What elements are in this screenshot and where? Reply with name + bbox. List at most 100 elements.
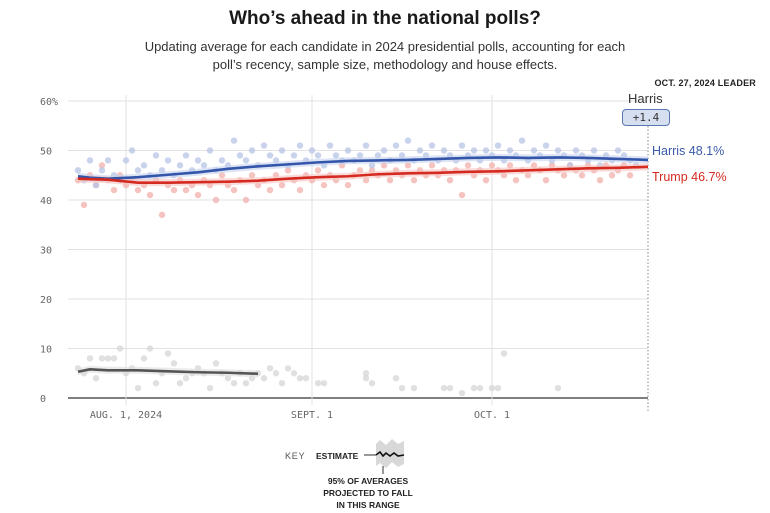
key-range-note: 95% OF AVERAGES PROJECTED TO FALL IN THI… bbox=[323, 476, 413, 510]
poll-dot-other bbox=[488, 384, 496, 392]
poll-dot-harris bbox=[218, 157, 226, 164]
poll-dot-harris bbox=[296, 142, 304, 149]
y-tick-label: 30 bbox=[40, 246, 52, 257]
poll-dot-other bbox=[302, 375, 310, 382]
poll-dot-other bbox=[140, 355, 148, 362]
poll-dot-other bbox=[494, 384, 502, 392]
y-tick-label: 50 bbox=[40, 147, 52, 158]
poll-dot-harris bbox=[260, 142, 268, 149]
poll-dot-trump bbox=[80, 201, 88, 209]
poll-dot-other bbox=[134, 384, 142, 392]
poll-dot-harris bbox=[326, 142, 334, 149]
poll-dot-harris bbox=[104, 157, 112, 164]
poll-dot-harris bbox=[506, 147, 514, 154]
x-tick-label: OCT. 1 bbox=[474, 410, 510, 421]
poll-dot-other bbox=[410, 384, 418, 392]
poll-dot-harris bbox=[98, 167, 106, 174]
key-range-band bbox=[376, 439, 404, 468]
poll-dot-other bbox=[212, 360, 220, 367]
poll-dot-trump bbox=[212, 196, 220, 204]
poll-dot-other bbox=[176, 379, 184, 387]
poll-dot-trump bbox=[134, 186, 142, 194]
poll-dot-trump bbox=[578, 172, 586, 179]
poll-dot-trump bbox=[170, 186, 178, 194]
poll-dot-trump bbox=[242, 196, 250, 204]
line-other bbox=[77, 367, 259, 376]
poll-dot-harris bbox=[362, 142, 370, 149]
poll-dot-trump bbox=[458, 191, 466, 199]
poll-dot-other bbox=[368, 379, 376, 387]
y-tick-label: 60% bbox=[40, 97, 58, 108]
poll-dot-harris bbox=[590, 147, 598, 154]
y-axis: 0 10 20 30 40 50 60% bbox=[40, 97, 58, 405]
key-graphic bbox=[364, 439, 405, 474]
poll-dot-harris bbox=[266, 152, 274, 159]
poll-dot-harris bbox=[128, 147, 136, 154]
harris-end-label: Harris 48.1% bbox=[652, 144, 725, 158]
poll-dot-harris bbox=[74, 167, 82, 174]
poll-dot-trump bbox=[158, 211, 166, 219]
poll-dot-harris bbox=[176, 162, 184, 169]
poll-dot-trump bbox=[464, 162, 472, 169]
chart-title: Who’s ahead in the national polls? bbox=[229, 8, 541, 29]
poll-dot-harris bbox=[236, 152, 244, 159]
poll-dot-harris bbox=[614, 147, 622, 154]
poll-dot-trump bbox=[110, 186, 118, 194]
x-tick-label: AUG. 1, 2024 bbox=[90, 410, 162, 421]
poll-dot-trump bbox=[296, 186, 304, 194]
key-estimate-line bbox=[375, 450, 405, 458]
poll-dot-other bbox=[266, 365, 274, 372]
poll-dot-harris bbox=[440, 147, 448, 154]
poll-dot-other bbox=[398, 384, 406, 392]
y-tick-label: 20 bbox=[40, 295, 52, 306]
poll-dot-trump bbox=[512, 177, 520, 184]
poll-dot-harris bbox=[200, 162, 208, 169]
poll-dot-trump bbox=[146, 191, 154, 199]
poll-dot-other bbox=[362, 370, 370, 377]
poll-dot-other bbox=[206, 384, 214, 392]
poll-dot-other bbox=[92, 375, 100, 382]
poll-dot-trump bbox=[560, 172, 568, 179]
poll-dot-other bbox=[152, 379, 160, 387]
poll-dot-trump bbox=[428, 162, 436, 169]
poll-dot-other bbox=[458, 389, 466, 397]
poll-dot-trump bbox=[386, 177, 394, 184]
poll-dot-harris bbox=[332, 152, 340, 159]
poll-dot-other bbox=[98, 355, 106, 362]
poll-dot-trump bbox=[278, 181, 286, 189]
poll-dot-harris bbox=[86, 157, 94, 164]
poll-dot-other bbox=[320, 379, 328, 387]
trump-end-label: Trump 46.7% bbox=[652, 170, 727, 184]
grid bbox=[68, 95, 649, 412]
poll-dot-other bbox=[440, 384, 448, 392]
poll-dot-trump bbox=[482, 177, 490, 184]
x-tick-label: SEPT. 1 bbox=[291, 410, 333, 421]
poll-dot-trump bbox=[266, 186, 274, 194]
poll-dot-harris bbox=[230, 137, 238, 144]
poll-dot-harris bbox=[206, 147, 214, 154]
poll-dot-other bbox=[278, 379, 286, 387]
poll-dot-harris bbox=[392, 142, 400, 149]
poll-dot-harris bbox=[416, 147, 424, 154]
poll-dot-trump bbox=[98, 162, 106, 169]
poll-dot-harris bbox=[530, 147, 538, 154]
poll-dot-harris bbox=[518, 137, 526, 144]
poll-dot-harris bbox=[308, 147, 316, 154]
leader-margin-badge: +1.4 bbox=[622, 109, 670, 126]
poll-dot-trump bbox=[626, 172, 634, 179]
poll-dot-other bbox=[224, 375, 232, 382]
poll-dot-harris bbox=[242, 157, 250, 164]
key-label: KEY bbox=[285, 451, 306, 461]
poll-dot-harris bbox=[122, 157, 130, 164]
key-estimate-label: ESTIMATE bbox=[316, 451, 359, 461]
poll-dot-trump bbox=[542, 177, 550, 184]
poll-dot-other bbox=[164, 350, 172, 357]
poll-dot-other bbox=[470, 384, 478, 392]
poll-dot-harris bbox=[140, 162, 148, 169]
poll-dot-other bbox=[230, 379, 238, 387]
poll-dot-harris bbox=[314, 152, 322, 159]
leader-name: Harris bbox=[628, 91, 663, 106]
poll-dot-trump bbox=[404, 162, 412, 169]
poll-dot-trump bbox=[410, 177, 418, 184]
